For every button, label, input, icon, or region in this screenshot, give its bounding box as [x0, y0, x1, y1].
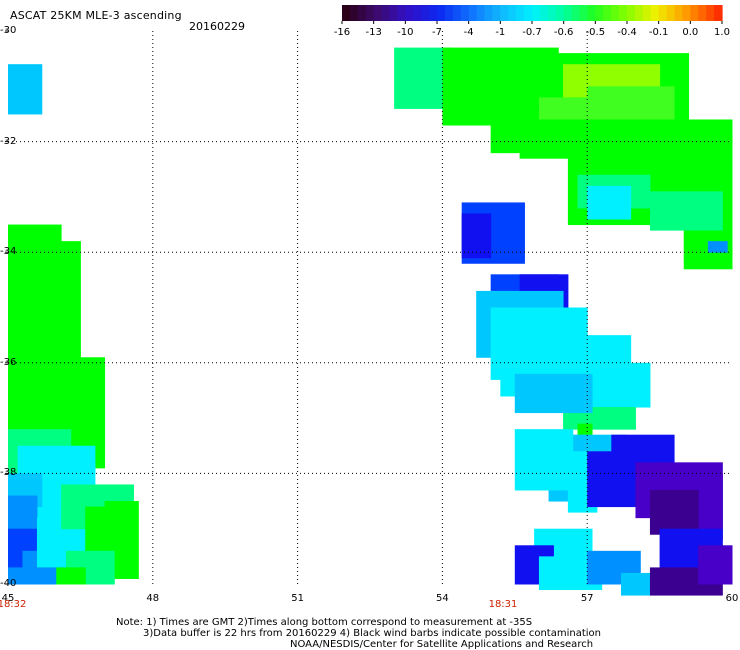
- longitude-label: 60: [725, 593, 739, 604]
- latitude-label: -40: [0, 578, 17, 589]
- colorbar-segment: [619, 5, 628, 21]
- longitude-label: 45: [1, 593, 15, 604]
- colorbar-segment: [516, 5, 525, 21]
- colorbar-segment: [587, 5, 596, 21]
- colorbar-segment: [389, 5, 399, 21]
- colorbar-segment: [571, 5, 581, 21]
- colorbar: -16 -13 -10 -7 -4 -1 -0.7 -0.6 -0.5 -0.4 -0.1 0.0 1.…: [334, 5, 730, 38]
- colorbar-segment: [563, 5, 573, 21]
- colorbar-segment: [555, 5, 565, 21]
- colorbar-segment: [437, 5, 446, 21]
- longitude-label: 51: [291, 593, 304, 604]
- colorbar-segment: [698, 5, 707, 21]
- colorbar-segment: [342, 5, 351, 21]
- latitude-label: -38: [0, 467, 17, 479]
- colorbar-segment: [539, 5, 549, 21]
- colorbar-segment: [397, 5, 406, 21]
- colorbar-segment: [642, 5, 652, 21]
- colorbar-segment: [627, 5, 636, 21]
- swath-cell: [8, 64, 43, 115]
- footer-note-1: Note: 1) Times are GMT 2)Times along bot…: [116, 617, 533, 628]
- colorbar-segment: [595, 5, 604, 21]
- colorbar-segment: [500, 5, 509, 21]
- longitude-label: 57: [580, 593, 594, 604]
- colorbar-label: -13: [365, 27, 381, 38]
- colorbar-segment: [349, 5, 359, 21]
- colorbar-segment: [682, 5, 691, 21]
- colorbar-segment: [381, 5, 391, 21]
- colorbar-segment: [666, 5, 676, 21]
- colorbar-segment: [357, 5, 367, 21]
- footer-note-2: 3)Data buffer is 22 hrs from 20160229 4)…: [143, 628, 601, 639]
- colorbar-label: -16: [334, 27, 350, 38]
- colorbar-segment: [547, 5, 557, 21]
- longitude-label: 54: [436, 593, 449, 604]
- colorbar-label: -7: [432, 27, 442, 38]
- colorbar-segment: [579, 5, 589, 21]
- colorbar-segment: [421, 5, 430, 21]
- colorbar-segment: [611, 5, 620, 21]
- swath-cell: [698, 545, 733, 585]
- colorbar-label: -0.1: [649, 27, 669, 38]
- colorbar-segment: [690, 5, 699, 21]
- swath-cell: [620, 572, 651, 596]
- colorbar-label: -4: [464, 27, 474, 38]
- colorbar-segment: [429, 5, 438, 21]
- time-label: 18:32: [0, 599, 27, 610]
- colorbar-segment: [373, 5, 383, 21]
- swath-cell: [8, 567, 67, 585]
- colorbar-label: -0.4: [617, 27, 637, 38]
- colorbar-segment: [650, 5, 660, 21]
- colorbar-segment: [405, 5, 414, 21]
- latitude-label: -34: [0, 246, 17, 258]
- colorbar-label: -0.7: [522, 27, 542, 38]
- colorbar-segment: [476, 5, 486, 21]
- colorbar-label: -0.5: [586, 27, 606, 38]
- colorbar-segment: [484, 5, 494, 21]
- colorbar-segment: [603, 5, 612, 21]
- colorbar-label: -0.6: [554, 27, 574, 38]
- swath-cell: [649, 191, 723, 231]
- colorbar-segment: [452, 5, 462, 21]
- colorbar-label: -1: [495, 27, 505, 38]
- swath-cell: [514, 429, 574, 491]
- swath-cell: [56, 567, 86, 585]
- colorbar-segment: [444, 5, 454, 21]
- time-label: 18:31: [488, 599, 518, 610]
- swath-cell: [587, 451, 636, 508]
- swath-cell: [707, 241, 728, 253]
- colorbar-segment: [714, 5, 723, 21]
- colorbar-segment: [508, 5, 517, 21]
- colorbar-segment: [413, 5, 422, 21]
- chart-header-date: 20160229: [189, 20, 245, 33]
- colorbar-label: 1.0: [714, 27, 730, 38]
- swath-cell: [514, 373, 593, 414]
- colorbar-segment: [468, 5, 478, 21]
- longitude-label: 48: [146, 593, 160, 604]
- swath-cell: [8, 495, 38, 530]
- colorbar-segment: [365, 5, 375, 21]
- colorbar-segment: [524, 5, 533, 21]
- swath-cell: [461, 213, 492, 259]
- colorbar-segment: [460, 5, 470, 21]
- colorbar-segment: [634, 5, 644, 21]
- colorbar-segment: [658, 5, 668, 21]
- colorbar-segment: [706, 5, 715, 21]
- latitude-label: -30: [0, 25, 17, 36]
- swath-cell: [649, 489, 699, 535]
- colorbar-label: 0.0: [682, 27, 698, 38]
- latitude-label: -32: [0, 135, 17, 147]
- footer-note-3: NOAA/NESDIS/Center for Satellite Applica…: [290, 639, 594, 650]
- chart-header-title: ASCAT 25KM MLE-3 ascending: [10, 9, 182, 22]
- colorbar-label: -10: [397, 27, 413, 38]
- colorbar-segment: [492, 5, 501, 21]
- latitude-label: -36: [0, 356, 17, 368]
- swath-cell: [587, 185, 632, 220]
- colorbar-segment: [532, 5, 541, 21]
- colorbar-segment: [674, 5, 684, 21]
